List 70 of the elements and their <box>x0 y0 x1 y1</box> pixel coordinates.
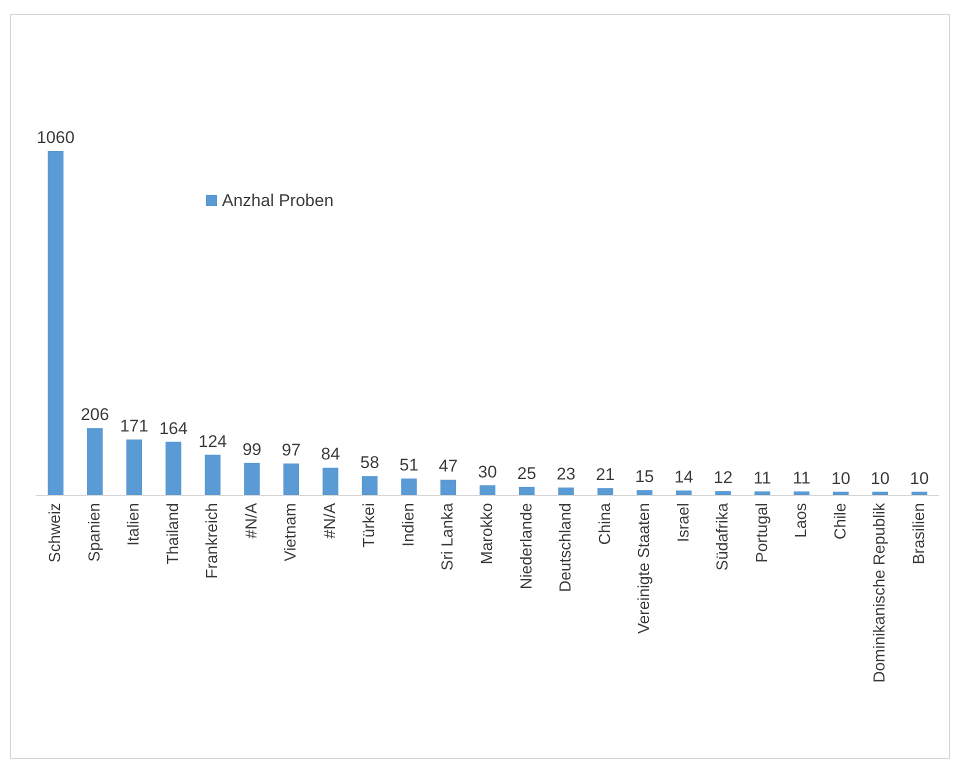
x-tick-label: Vereinigte Staaten <box>636 503 654 634</box>
data-label: 124 <box>198 432 227 451</box>
data-label: 23 <box>556 464 576 484</box>
data-label: 164 <box>159 418 188 438</box>
bar <box>166 442 182 495</box>
bar <box>676 490 692 495</box>
data-label: 10 <box>910 468 929 488</box>
x-tick-label: Vietnam <box>282 503 300 562</box>
bar <box>440 480 456 495</box>
bar <box>912 492 928 495</box>
data-label: 10 <box>831 468 850 488</box>
x-tick-label: Schweiz <box>47 503 64 563</box>
bar <box>872 492 888 495</box>
x-tick-label: Portugal <box>754 503 771 563</box>
x-tick-label: Marokko <box>479 502 496 564</box>
bar <box>283 464 300 495</box>
data-label: 99 <box>242 440 262 459</box>
data-label: 51 <box>400 455 418 474</box>
bar <box>126 440 142 495</box>
data-label: 21 <box>596 465 615 484</box>
x-tick-label: Deutschland <box>558 503 575 592</box>
x-tick-label: Laos <box>793 503 810 538</box>
x-tick-label: Sri Lanka <box>440 502 457 571</box>
x-tick-label: Südafrika <box>714 502 732 571</box>
x-tick-label: Chile <box>832 502 850 540</box>
data-label: 25 <box>517 464 536 483</box>
x-tick-label: Dominikanische Republik <box>872 502 889 683</box>
x-tick-label: Türkei <box>361 503 378 548</box>
data-label: 11 <box>754 468 772 488</box>
bar <box>832 492 849 495</box>
bar <box>401 478 417 495</box>
x-tick-label: #N/A <box>243 502 260 539</box>
x-tick-label: #N/A <box>322 502 339 539</box>
bar <box>636 490 652 495</box>
data-label: 10 <box>870 468 890 488</box>
x-tick-label: Thailand <box>164 503 182 564</box>
x-tick-label: Brasilien <box>910 503 928 564</box>
bar <box>204 454 221 495</box>
data-label: 14 <box>674 467 694 486</box>
data-label: 206 <box>80 405 110 424</box>
bar <box>480 485 496 495</box>
bar <box>87 428 103 495</box>
data-label: 84 <box>320 444 340 464</box>
bar <box>322 468 338 495</box>
x-tick-label: Indien <box>400 503 418 547</box>
bar <box>754 491 770 495</box>
x-tick-label: Frankreich <box>204 503 222 579</box>
data-label: 58 <box>360 453 380 472</box>
bar <box>48 151 64 495</box>
bar <box>518 486 535 495</box>
x-tick-label: Spanien <box>86 503 104 562</box>
legend-label: Anzhal Proben <box>222 191 334 210</box>
bar <box>244 462 260 495</box>
bar <box>558 488 574 495</box>
data-label: 15 <box>635 467 654 486</box>
data-label: 30 <box>478 462 497 482</box>
data-label: 47 <box>438 456 458 476</box>
data-label: 12 <box>714 468 733 488</box>
data-label: 11 <box>792 468 810 488</box>
bar <box>794 491 810 495</box>
x-tick-label: China <box>596 502 614 545</box>
data-label: 1060 <box>36 128 75 147</box>
bar <box>715 491 731 495</box>
x-tick-label: Italien <box>126 503 143 546</box>
data-label: 97 <box>282 440 301 460</box>
x-tick-label: Israel <box>675 503 692 542</box>
data-label: 171 <box>120 416 148 436</box>
bar <box>362 476 378 495</box>
x-tick-label: Niederlande <box>518 502 536 590</box>
bar <box>597 488 614 495</box>
